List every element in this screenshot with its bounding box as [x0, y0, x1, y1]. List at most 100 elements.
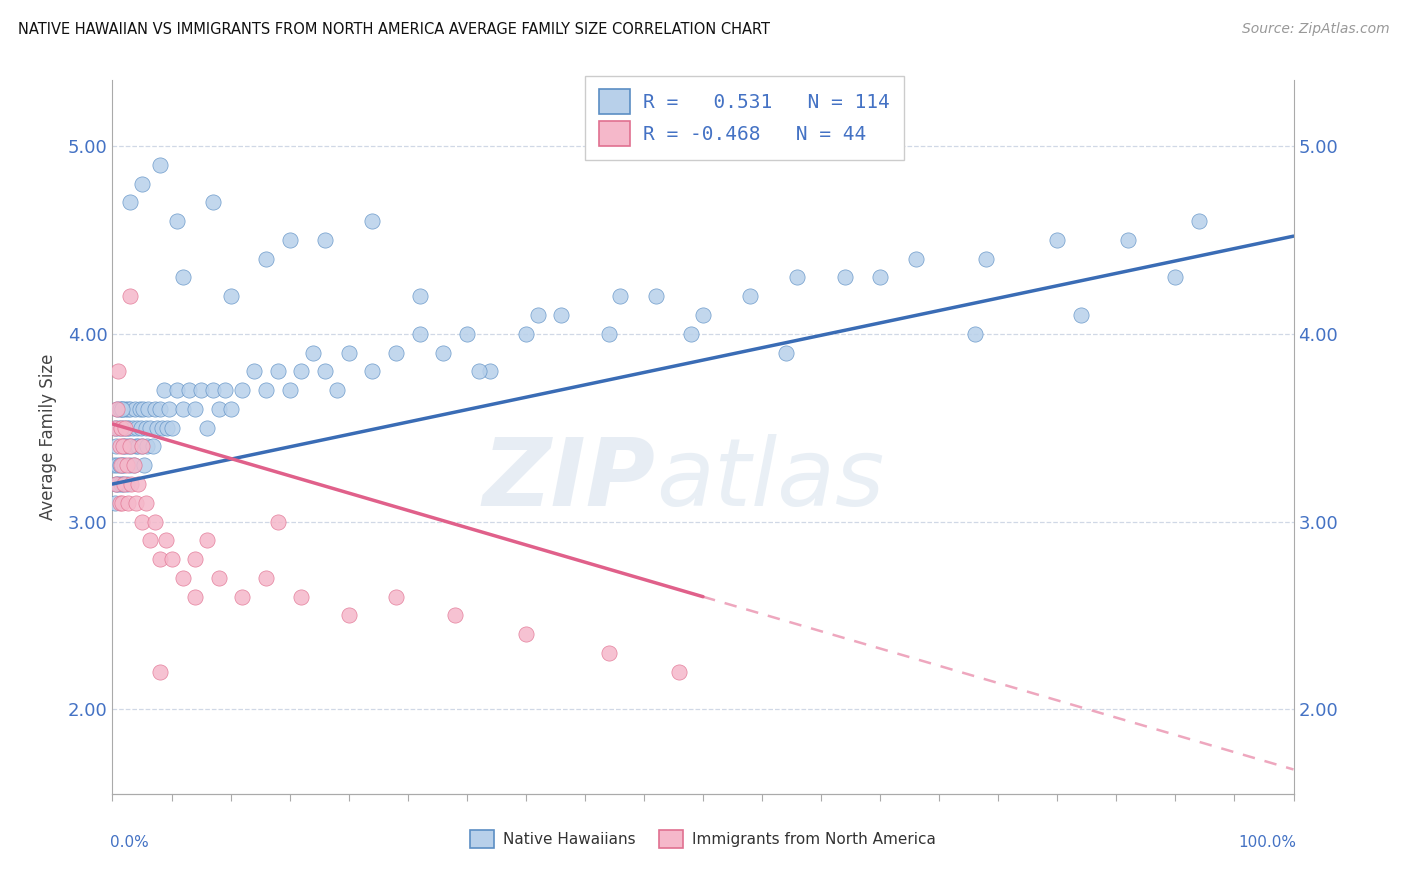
Point: [117, 496, 139, 510]
Point: [108, 440, 131, 454]
Point: [172, 270, 194, 285]
Point: [114, 440, 136, 454]
Point: [120, 195, 142, 210]
Point: [231, 383, 253, 397]
Point: [104, 420, 127, 434]
Point: [166, 214, 188, 228]
Point: [105, 401, 128, 416]
Text: atlas: atlas: [655, 434, 884, 525]
Point: [153, 383, 176, 397]
Point: [105, 458, 128, 473]
Point: [135, 440, 157, 454]
Point: [128, 401, 150, 416]
Point: [112, 458, 135, 473]
Point: [142, 440, 165, 454]
Point: [598, 646, 620, 660]
Point: [110, 458, 132, 473]
Point: [214, 383, 236, 397]
Point: [114, 401, 136, 416]
Point: [127, 420, 149, 434]
Point: [195, 533, 218, 548]
Point: [108, 496, 131, 510]
Point: [110, 420, 132, 434]
Point: [278, 383, 301, 397]
Point: [267, 515, 290, 529]
Point: [515, 627, 537, 641]
Point: [134, 458, 156, 473]
Point: [1164, 270, 1187, 285]
Point: [120, 458, 142, 473]
Point: [1116, 233, 1139, 247]
Point: [1070, 308, 1092, 322]
Point: [267, 364, 290, 378]
Point: [115, 477, 138, 491]
Point: [131, 177, 153, 191]
Point: [361, 364, 384, 378]
Point: [515, 326, 537, 341]
Point: [432, 345, 454, 359]
Point: [869, 270, 891, 285]
Point: [444, 608, 467, 623]
Point: [111, 401, 134, 416]
Point: [408, 289, 430, 303]
Point: [125, 440, 148, 454]
Point: [135, 496, 157, 510]
Point: [314, 364, 336, 378]
Point: [609, 289, 631, 303]
Point: [120, 440, 142, 454]
Point: [117, 440, 139, 454]
Text: 0.0%: 0.0%: [110, 836, 149, 850]
Point: [1046, 233, 1069, 247]
Point: [219, 289, 242, 303]
Point: [361, 214, 384, 228]
Point: [135, 420, 157, 434]
Point: [107, 364, 129, 378]
Point: [118, 420, 141, 434]
Point: [114, 420, 136, 434]
Point: [131, 515, 153, 529]
Point: [963, 326, 986, 341]
Point: [112, 477, 135, 491]
Point: [115, 458, 138, 473]
Point: [160, 420, 183, 434]
Point: [314, 233, 336, 247]
Text: ZIP: ZIP: [482, 434, 655, 526]
Point: [385, 345, 408, 359]
Point: [111, 496, 134, 510]
Point: [117, 401, 139, 416]
Point: [111, 401, 134, 416]
Point: [166, 383, 188, 397]
Point: [190, 383, 212, 397]
Point: [108, 401, 131, 416]
Point: [692, 308, 714, 322]
Point: [115, 420, 138, 434]
Point: [208, 571, 231, 585]
Point: [290, 590, 312, 604]
Point: [598, 326, 620, 341]
Point: [105, 440, 128, 454]
Point: [112, 440, 135, 454]
Point: [172, 571, 194, 585]
Point: [456, 326, 478, 341]
Point: [231, 590, 253, 604]
Point: [131, 440, 153, 454]
Point: [125, 496, 148, 510]
Point: [786, 270, 808, 285]
Point: [681, 326, 703, 341]
Point: [195, 420, 218, 434]
Point: [107, 477, 129, 491]
Text: NATIVE HAWAIIAN VS IMMIGRANTS FROM NORTH AMERICA AVERAGE FAMILY SIZE CORRELATION: NATIVE HAWAIIAN VS IMMIGRANTS FROM NORTH…: [18, 22, 770, 37]
Point: [254, 383, 277, 397]
Point: [107, 420, 129, 434]
Point: [254, 571, 277, 585]
Point: [1188, 214, 1211, 228]
Point: [157, 401, 180, 416]
Point: [149, 401, 172, 416]
Point: [112, 440, 135, 454]
Point: [155, 533, 177, 548]
Point: [526, 308, 548, 322]
Point: [149, 158, 172, 172]
Point: [120, 401, 142, 416]
Point: [120, 289, 142, 303]
Point: [184, 590, 207, 604]
